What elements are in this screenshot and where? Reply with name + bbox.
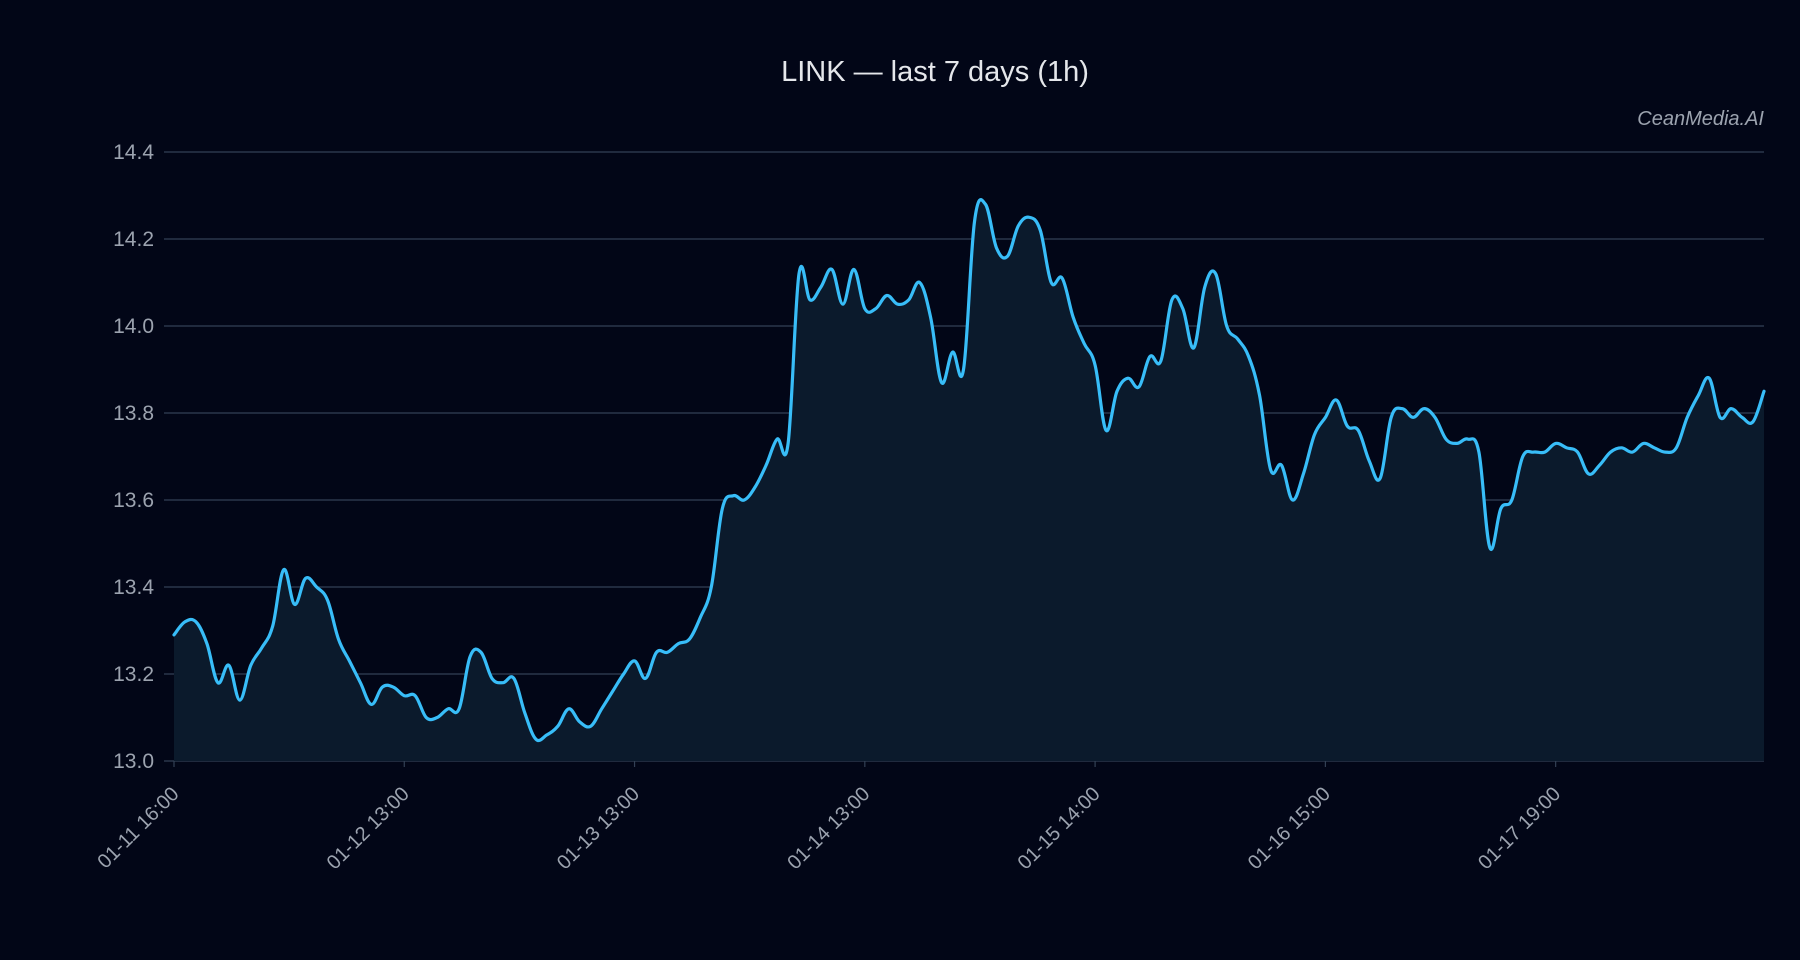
chart-title: LINK — last 7 days (1h) — [781, 56, 1089, 88]
y-tick-label: 13.6 — [113, 489, 154, 512]
x-tick-label: 01-15 14:00 — [1014, 783, 1105, 874]
y-tick-label: 13.8 — [113, 402, 154, 425]
watermark: CeanMedia.AI — [1637, 108, 1764, 130]
y-tick-label: 14.2 — [113, 228, 154, 251]
x-tick-label: 01-12 13:00 — [323, 783, 414, 874]
x-tick-label: 01-13 13:00 — [553, 783, 644, 874]
x-axis-ticks: 01-11 16:00 01-12 13:00 01-13 13:00 01-14 1… — [94, 761, 1565, 874]
x-tick-label: 01-16 15:00 — [1244, 783, 1335, 874]
price-area-fill — [174, 199, 1764, 761]
y-tick-label: 13.4 — [113, 576, 154, 599]
x-tick-label: 01-17 19:00 — [1474, 783, 1565, 874]
y-tick-label: 14.0 — [113, 315, 154, 338]
x-tick-label: 01-14 13:00 — [783, 783, 874, 874]
y-axis-ticks: 13.0 13.2 13.4 13.6 13.8 14.0 14.2 14.4 — [113, 141, 154, 773]
y-tick-label: 13.0 — [113, 750, 154, 773]
x-tick-label: 01-11 16:00 — [94, 783, 184, 873]
y-tick-label: 13.2 — [113, 663, 154, 686]
y-tick-label: 14.4 — [113, 141, 154, 164]
price-line — [172, 198, 1766, 743]
